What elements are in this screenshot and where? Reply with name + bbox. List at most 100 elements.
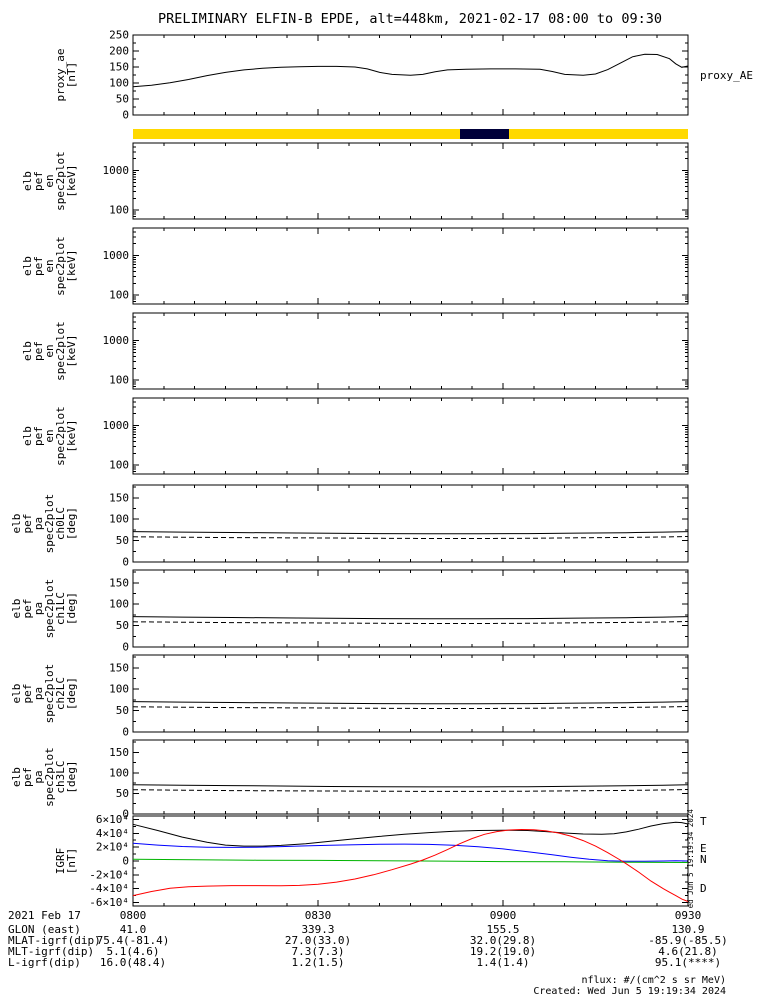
ytick-label: 50 — [116, 787, 129, 800]
series-anti_loss_cone — [132, 621, 689, 624]
ytick-label: -4×10⁴ — [89, 882, 129, 895]
y-axis-label: pa — [32, 517, 45, 530]
axis-ticks — [132, 740, 689, 815]
ytick-label: -6×10⁴ — [89, 896, 129, 908]
time-tick-label: 0830 — [304, 909, 332, 922]
ytick-label: 1000 — [103, 249, 130, 262]
y-axis-label: ch1LC — [54, 592, 67, 625]
ytick-label: -2×10⁴ — [89, 868, 129, 881]
ytick-label: 100 — [109, 289, 129, 302]
ephemeris-value: 41.0 — [119, 923, 147, 936]
ephemeris-row-mlt: MLT-igrf(dip) 5.1(4.6) 7.3(7.3) 19.2(19.… — [0, 945, 775, 958]
y-axis-label: elb — [21, 426, 34, 446]
right-axis-label: proxy_AE — [700, 69, 753, 82]
ytick-label: 50 — [116, 619, 129, 632]
series-D — [132, 828, 689, 902]
ytick-label: 50 — [116, 93, 129, 106]
y-axis-label: ch2LC — [54, 677, 67, 710]
ytick-label: 250 — [109, 29, 129, 42]
y-axis-label: spec2plot — [43, 494, 56, 554]
y-axis-label: spec2plot — [43, 747, 56, 807]
date-label: 2021 Feb 17 — [8, 909, 81, 922]
axis-ticks — [132, 143, 689, 219]
time-tick-label: 0800 — [119, 909, 147, 922]
ephemeris-row-label: MLT-igrf(dip) — [8, 945, 95, 958]
ephemeris-value: 1.2(1.5) — [291, 956, 345, 969]
ephemeris-value: 1.4(1.4) — [476, 956, 530, 969]
legend-T: T — [700, 815, 707, 828]
series-E — [132, 858, 689, 863]
series-anti_loss_cone — [132, 789, 689, 792]
ytick-label: 200 — [109, 45, 129, 58]
axis-ticks — [132, 34, 689, 116]
ephemeris-row-label: MLAT-igrf(dip) — [8, 934, 101, 947]
y-axis-label: [deg] — [65, 592, 78, 625]
panel-frame — [132, 142, 689, 220]
y-axis-label: elb — [21, 171, 34, 191]
y-axis-label: elb — [10, 599, 23, 619]
created-note: Created: Wed Jun 5 19:19:34 2024 — [533, 986, 726, 997]
ytick-label: 150 — [109, 491, 129, 504]
ytick-label: 2×10⁴ — [96, 841, 129, 854]
ytick-label: 100 — [109, 204, 129, 217]
panel-frame — [132, 227, 689, 305]
ytick-label: 1000 — [103, 164, 130, 177]
y-axis-label: pef — [32, 256, 45, 276]
y-axis-label: [keV] — [65, 249, 78, 282]
y-axis-label: elb — [10, 684, 23, 704]
y-axis-label: spec2plot — [54, 406, 67, 466]
band-segment-0 — [133, 129, 688, 139]
panel-frame — [132, 484, 689, 563]
ytick-label: 0 — [122, 726, 129, 739]
panel-frame — [132, 397, 689, 475]
y-axis-label: elb — [10, 514, 23, 534]
ephemeris-value: 16.0(48.4) — [99, 956, 167, 969]
series-N — [132, 842, 689, 862]
y-axis-label: [keV] — [65, 164, 78, 197]
legend-E: E — [700, 842, 707, 855]
series-loss_cone — [132, 531, 689, 535]
y-axis-label: ch0LC — [54, 507, 67, 540]
y-axis-label: en — [43, 174, 56, 187]
ephemeris-value: 75.4(-81.4) — [96, 934, 170, 947]
y-axis-label: elb — [21, 341, 34, 361]
ytick-label: 100 — [109, 766, 129, 779]
y-axis-label: proxy_ae — [54, 49, 67, 102]
ytick-label: 0 — [122, 109, 129, 122]
ephemeris-row-glon: GLON (east) 41.0 339.3 155.5 130.9 — [0, 923, 775, 936]
ephemeris-value: 32.0(29.8) — [469, 934, 537, 947]
ytick-label: 150 — [109, 746, 129, 759]
y-axis-label: en — [43, 259, 56, 272]
ephemeris-row-label: L-igrf(dip) — [8, 956, 81, 969]
time-tick-label: 0930 — [674, 909, 702, 922]
y-axis-label: [deg] — [65, 507, 78, 540]
time-tick-label: 0900 — [489, 909, 517, 922]
ytick-label: 4×10⁴ — [96, 827, 129, 840]
ytick-label: 150 — [109, 61, 129, 74]
panel-frame — [132, 312, 689, 390]
series-T — [132, 821, 689, 847]
y-axis-label: [keV] — [65, 419, 78, 452]
y-axis-label: [deg] — [65, 760, 78, 793]
series-anti_loss_cone — [132, 536, 689, 539]
y-axis-label: spec2plot — [54, 321, 67, 381]
y-axis-label: spec2plot — [43, 664, 56, 724]
ephemeris-value: 339.3 — [301, 923, 335, 936]
ytick-label: 6×10⁴ — [96, 813, 129, 826]
ytick-label: 0 — [122, 855, 129, 868]
axis-ticks — [132, 313, 689, 389]
y-axis-label: [nT] — [65, 848, 78, 875]
y-axis-label: [deg] — [65, 677, 78, 710]
ephemeris-value: 27.0(33.0) — [284, 934, 352, 947]
panel-position_bar — [133, 129, 688, 139]
ephemeris-value: 19.2(19.0) — [469, 945, 537, 958]
units-note: nflux: #/(cm^2 s sr MeV) — [581, 975, 727, 986]
axis-ticks — [132, 816, 689, 906]
series-loss_cone — [132, 616, 689, 620]
